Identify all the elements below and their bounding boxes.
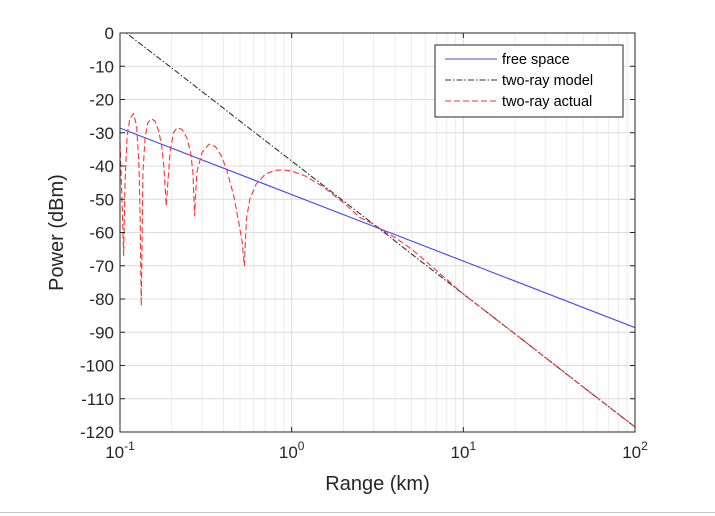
axis-ticks bbox=[119, 32, 636, 433]
series-line-two-ray-actual bbox=[120, 112, 635, 428]
x-tick-label: 102 bbox=[622, 439, 648, 462]
y-tick-label: -120 bbox=[80, 423, 114, 442]
y-tick-label: -40 bbox=[89, 157, 114, 176]
y-tick-label: -90 bbox=[89, 323, 114, 342]
y-tick-label: -100 bbox=[80, 357, 114, 376]
y-axis-label: Power (dBm) bbox=[46, 174, 68, 291]
y-tick-label: -20 bbox=[89, 91, 114, 110]
x-tick-label: 10-1 bbox=[105, 439, 135, 462]
y-tick-label: -60 bbox=[89, 224, 114, 243]
y-tick-label: 0 bbox=[105, 24, 114, 43]
series-layer bbox=[120, 33, 635, 428]
x-tick-label: 101 bbox=[451, 439, 477, 462]
y-tick-label: -30 bbox=[89, 124, 114, 143]
legend-label: two-ray actual bbox=[502, 94, 592, 110]
tick-labels: 0 -10 -20 -30 -40 -50 -60 -70 -80 -90 -100 -110 -120… bbox=[80, 24, 648, 462]
x-tick-label: 100 bbox=[279, 439, 305, 462]
y-tick-label: -70 bbox=[89, 257, 114, 276]
legend-box bbox=[434, 44, 624, 118]
y-tick-label: -50 bbox=[89, 190, 114, 209]
y-tick-label: -80 bbox=[89, 290, 114, 309]
bottom-divider bbox=[0, 512, 715, 513]
legend-label: free space bbox=[502, 52, 570, 68]
grid bbox=[119, 32, 636, 433]
y-tick-label: -110 bbox=[81, 390, 114, 409]
legend: free space two-ray model two-ray actual bbox=[434, 44, 624, 118]
x-axis-label: Range (km) bbox=[325, 473, 429, 495]
y-tick-label: -10 bbox=[89, 57, 114, 76]
legend-label: two-ray model bbox=[502, 73, 593, 89]
